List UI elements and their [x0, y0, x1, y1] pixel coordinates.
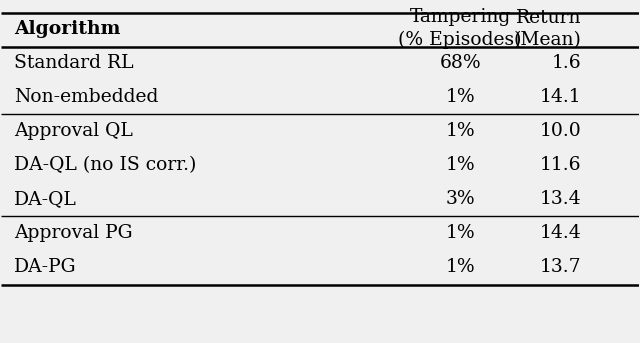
Text: 68%: 68% [440, 54, 481, 72]
Text: DA-QL: DA-QL [14, 190, 77, 208]
Text: Tampering
(% Episodes): Tampering (% Episodes) [399, 8, 522, 49]
Text: 1%: 1% [445, 156, 475, 174]
Text: 13.7: 13.7 [540, 258, 581, 276]
Text: 14.1: 14.1 [540, 88, 581, 106]
Text: Standard RL: Standard RL [14, 54, 134, 72]
Text: 14.4: 14.4 [540, 224, 581, 242]
Text: Approval QL: Approval QL [14, 122, 133, 140]
Text: 1.6: 1.6 [552, 54, 581, 72]
Text: Return
(Mean): Return (Mean) [513, 9, 581, 49]
Text: 1%: 1% [445, 122, 475, 140]
Text: Approval PG: Approval PG [14, 224, 132, 242]
Text: 1%: 1% [445, 258, 475, 276]
Text: Algorithm: Algorithm [14, 20, 120, 38]
Text: 11.6: 11.6 [540, 156, 581, 174]
Text: 10.0: 10.0 [540, 122, 581, 140]
Text: DA-PG: DA-PG [14, 258, 77, 276]
Text: 13.4: 13.4 [540, 190, 581, 208]
Text: 1%: 1% [445, 224, 475, 242]
Text: DA-QL (no IS corr.): DA-QL (no IS corr.) [14, 156, 196, 174]
Text: 3%: 3% [445, 190, 475, 208]
Text: 1%: 1% [445, 88, 475, 106]
Text: Non-embedded: Non-embedded [14, 88, 159, 106]
